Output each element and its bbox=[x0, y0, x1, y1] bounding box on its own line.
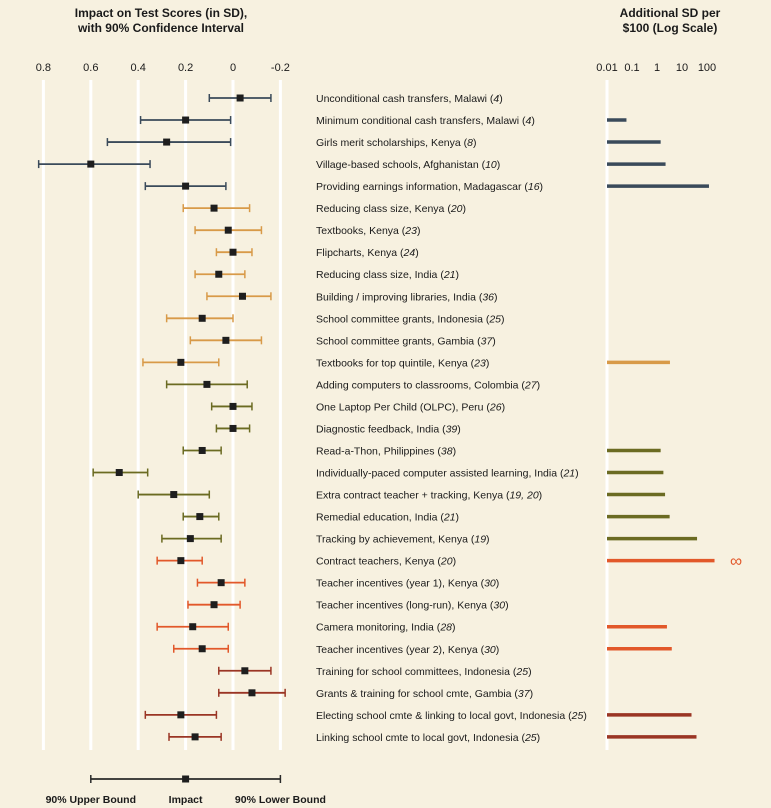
legend-lower-label: 90% Lower Bound bbox=[235, 794, 326, 806]
impact-point bbox=[186, 535, 194, 543]
log-tick-label: 100 bbox=[698, 62, 716, 74]
impact-point bbox=[191, 733, 199, 741]
row-label: Individually-paced computer assisted lea… bbox=[316, 468, 579, 480]
row-label: Training for school committees, Indonesi… bbox=[316, 666, 532, 678]
impact-point bbox=[177, 557, 185, 565]
legend-impact-point bbox=[182, 775, 190, 783]
row-label: Extra contract teacher + tracking, Kenya… bbox=[316, 490, 542, 502]
row-label: Reducing class size, Kenya (20) bbox=[316, 203, 466, 215]
impact-point bbox=[236, 94, 244, 102]
x-tick-label: 0.2 bbox=[178, 62, 193, 74]
row-label: Unconditional cash transfers, Malawi (4) bbox=[316, 93, 503, 105]
row-label: Read-a-Thon, Philippines (38) bbox=[316, 445, 456, 457]
row-label: One Laptop Per Child (OLPC), Peru (26) bbox=[316, 401, 505, 413]
impact-point bbox=[115, 469, 123, 477]
legend-upper-label: 90% Upper Bound bbox=[46, 794, 136, 806]
row-label: Grants & training for school cmte, Gambi… bbox=[316, 688, 533, 700]
row-label: Textbooks, Kenya (23) bbox=[316, 225, 420, 237]
row-label: School committee grants, Gambia (37) bbox=[316, 335, 496, 347]
right-title-line-2: $100 (Log Scale) bbox=[622, 21, 718, 35]
row-label: Teacher incentives (year 1), Kenya (30) bbox=[316, 578, 499, 590]
row-label: Reducing class size, India (21) bbox=[316, 269, 459, 281]
impact-point bbox=[222, 336, 230, 344]
impact-point bbox=[238, 292, 246, 300]
row-label: Building / improving libraries, India (3… bbox=[316, 291, 498, 303]
row-label: Village-based schools, Afghanistan (10) bbox=[316, 159, 500, 171]
x-tick-label: 0 bbox=[230, 62, 236, 74]
row-label: Tracking by achievement, Kenya (19) bbox=[316, 534, 490, 546]
left-title-line-2: with 90% Confidence Interval bbox=[77, 21, 245, 35]
log-tick-label: 0.01 bbox=[596, 62, 617, 74]
impact-point bbox=[248, 689, 256, 697]
row-label: Linking school cmte to local govt, Indon… bbox=[316, 732, 540, 744]
impact-point bbox=[241, 667, 249, 675]
impact-point bbox=[182, 182, 190, 190]
log-tick-label: 10 bbox=[676, 62, 688, 74]
row-label: Teacher incentives (long-run), Kenya (30… bbox=[316, 600, 509, 612]
impact-point bbox=[87, 160, 95, 168]
row-label: Camera monitoring, India (28) bbox=[316, 622, 456, 634]
impact-point bbox=[229, 424, 237, 432]
row-label: Minimum conditional cash transfers, Mala… bbox=[316, 115, 535, 127]
x-tick-label: 0.4 bbox=[131, 62, 146, 74]
impact-point bbox=[182, 116, 190, 124]
impact-point bbox=[210, 601, 218, 609]
infinity-label: ∞ bbox=[730, 552, 742, 571]
log-tick-label: 1 bbox=[654, 62, 660, 74]
row-label: Providing earnings information, Madagasc… bbox=[316, 181, 543, 193]
row-label: Flipcharts, Kenya (24) bbox=[316, 247, 419, 259]
x-tick-label: 0.8 bbox=[36, 62, 51, 74]
impact-point bbox=[215, 270, 223, 278]
row-label: Remedial education, India (21) bbox=[316, 512, 459, 524]
impact-point bbox=[196, 513, 204, 521]
row-label: Textbooks for top quintile, Kenya (23) bbox=[316, 357, 489, 369]
left-title-line-1: Impact on Test Scores (in SD), bbox=[74, 6, 248, 20]
log-tick-label: 0.1 bbox=[624, 62, 639, 74]
impact-point bbox=[198, 314, 206, 322]
row-label: Teacher incentives (year 2), Kenya (30) bbox=[316, 644, 499, 656]
row-label: Electing school cmte & linking to local … bbox=[316, 710, 587, 722]
impact-point bbox=[224, 226, 232, 234]
impact-point bbox=[198, 645, 206, 653]
row-label: School committee grants, Indonesia (25) bbox=[316, 313, 505, 325]
row-label: Contract teachers, Kenya (20) bbox=[316, 556, 456, 568]
impact-point bbox=[163, 138, 171, 146]
impact-point bbox=[189, 623, 197, 631]
impact-point bbox=[177, 711, 185, 719]
row-label: Girls merit scholarships, Kenya (8) bbox=[316, 137, 476, 149]
impact-point bbox=[203, 380, 211, 388]
impact-point bbox=[229, 248, 237, 256]
impact-point bbox=[170, 491, 178, 499]
row-label: Diagnostic feedback, India (39) bbox=[316, 423, 461, 435]
row-label: Adding computers to classrooms, Colombia… bbox=[316, 379, 540, 391]
impact-point bbox=[229, 402, 237, 410]
left-chart-title: Impact on Test Scores (in SD), with 90% … bbox=[58, 6, 264, 36]
impact-point bbox=[210, 204, 218, 212]
impact-point bbox=[177, 358, 185, 366]
legend-impact-label: Impact bbox=[169, 794, 203, 806]
impact-point bbox=[198, 446, 206, 454]
right-title-line-1: Additional SD per bbox=[619, 6, 721, 20]
right-chart-title: Additional SD per $100 (Log Scale) bbox=[600, 6, 740, 36]
x-tick-label: 0.6 bbox=[83, 62, 98, 74]
x-tick-label: -0.2 bbox=[271, 62, 290, 74]
impact-point bbox=[217, 579, 225, 587]
